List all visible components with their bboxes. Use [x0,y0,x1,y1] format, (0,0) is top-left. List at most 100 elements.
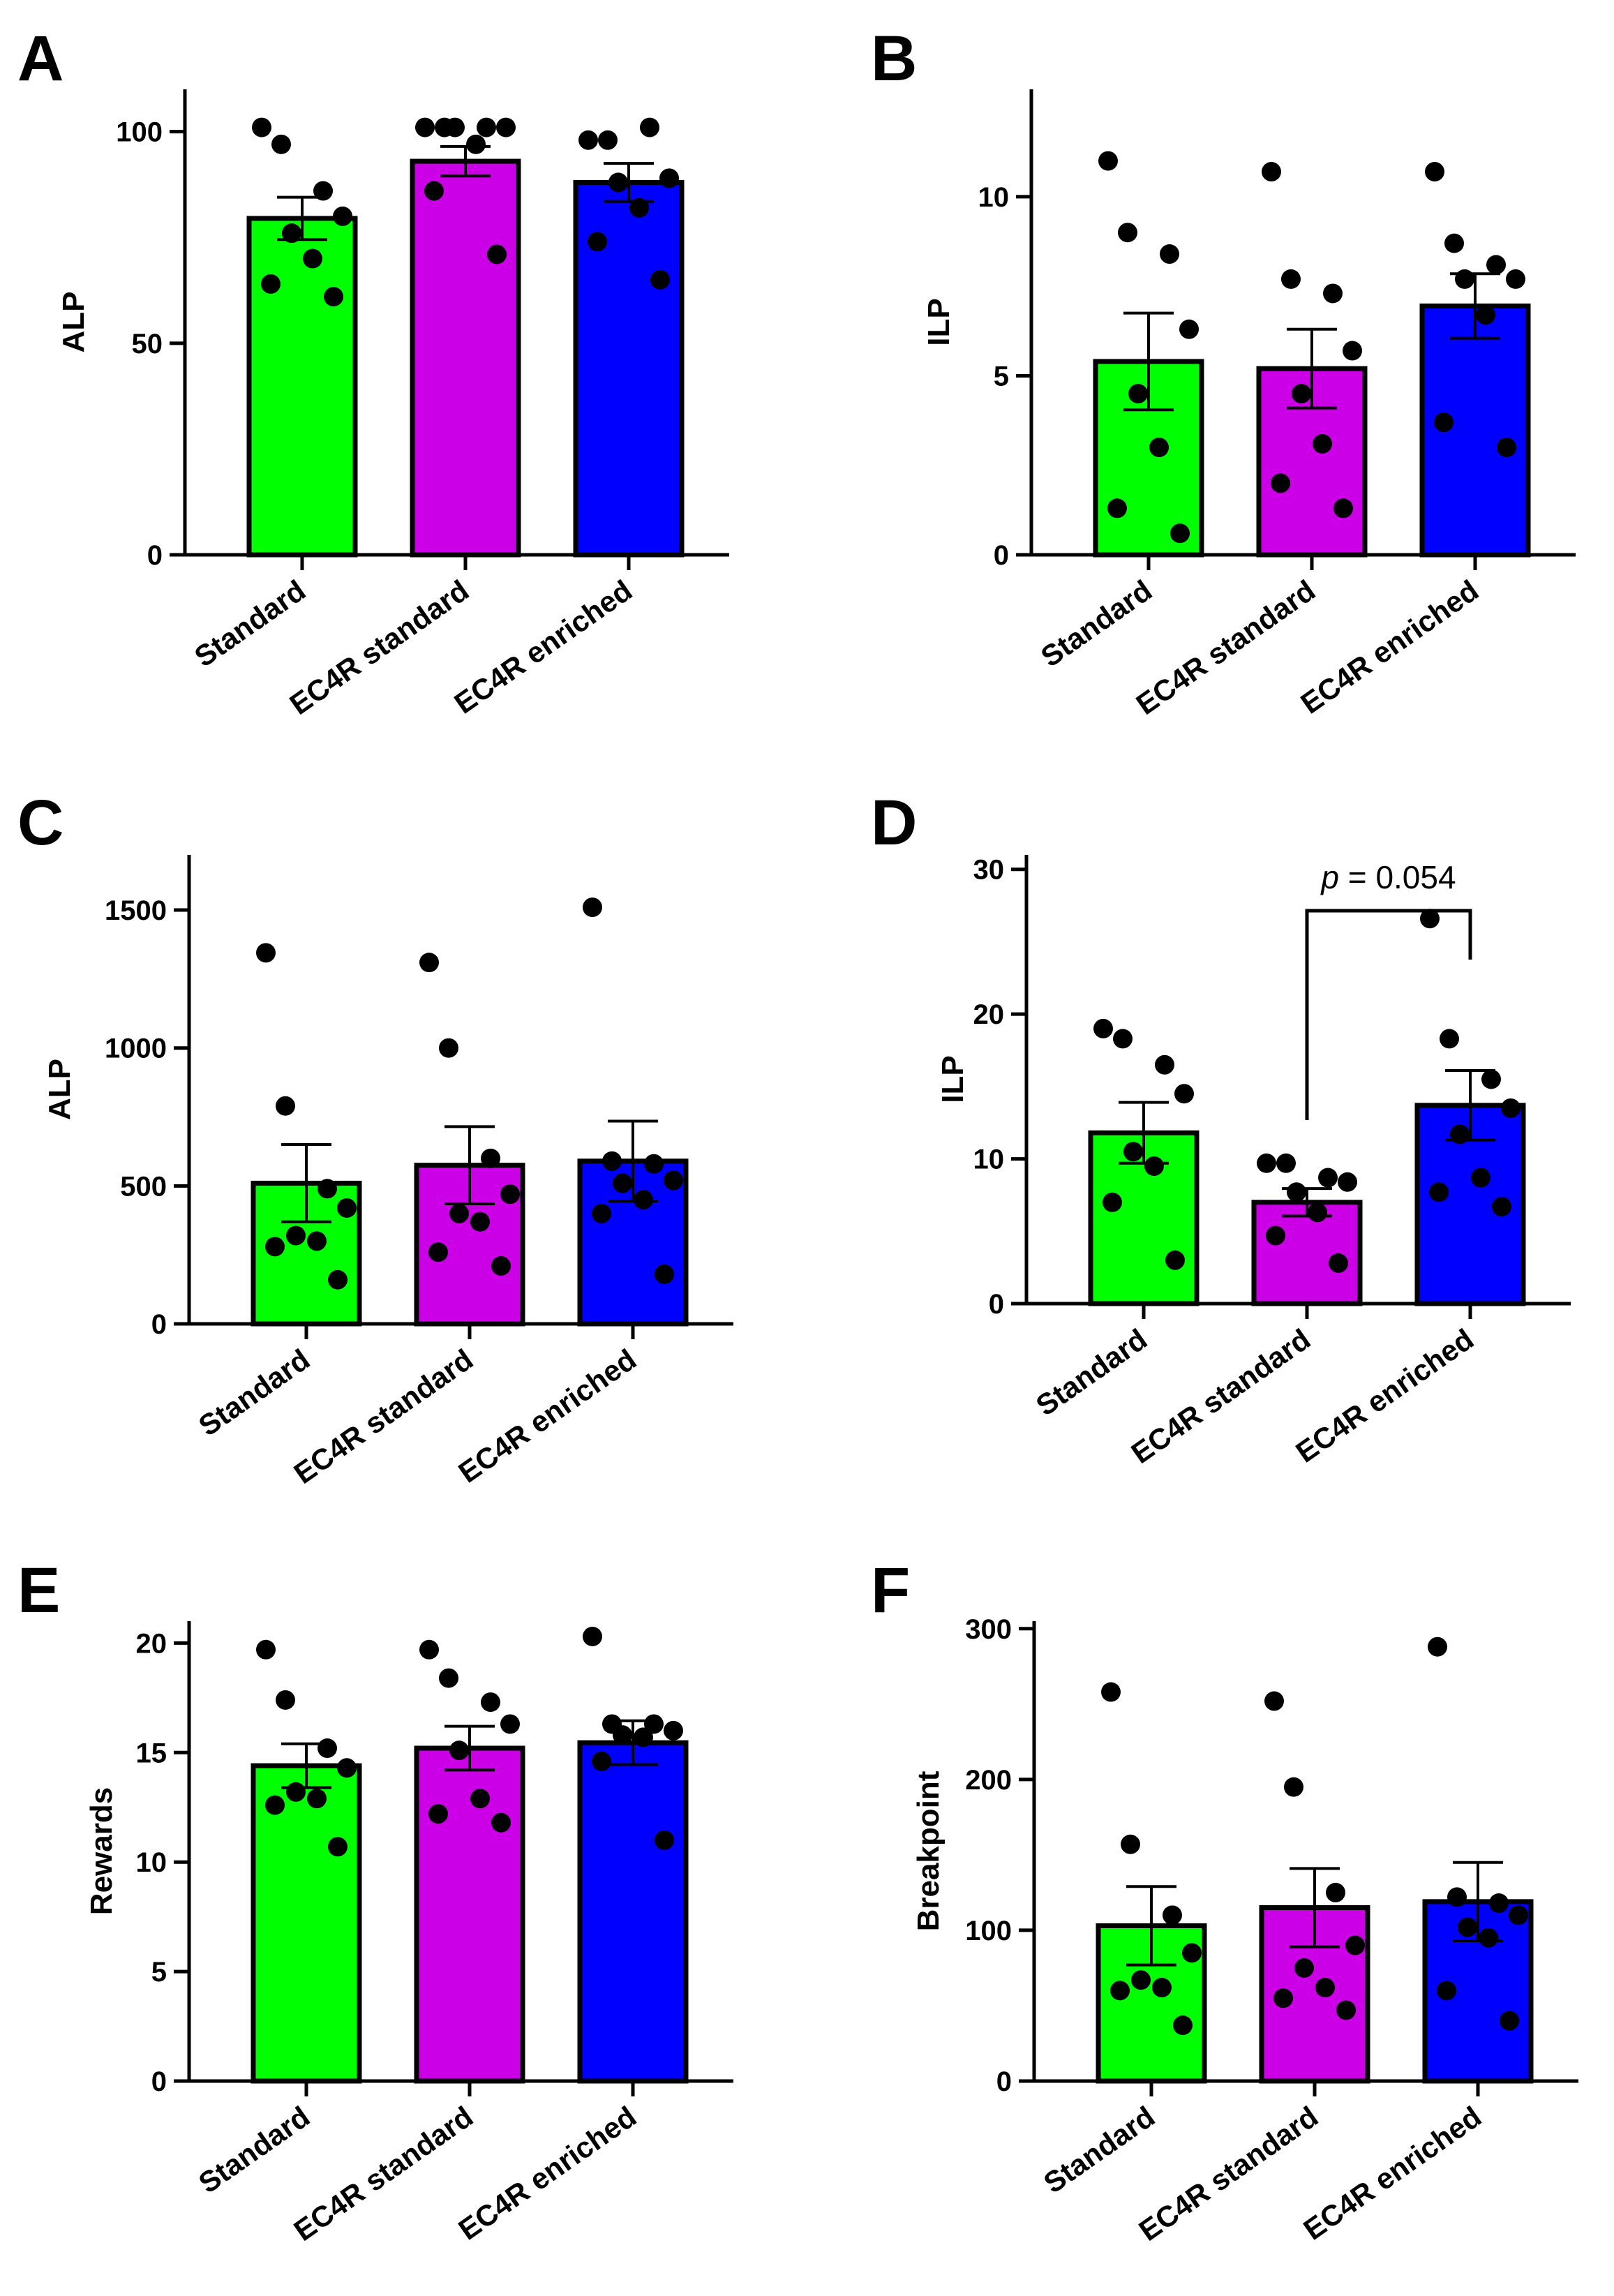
data-point [1471,1168,1490,1188]
significance-label: p = 0.054 [1320,859,1456,895]
category-label: Standard [193,2100,315,2200]
data-point [1292,384,1311,404]
data-point [1170,523,1190,544]
data-point [598,130,618,150]
y-axis-label: Breakpoint [911,1771,946,1931]
data-point [271,134,291,154]
y-tick-label: 300 [965,1614,1012,1645]
y-tick-label: 5 [151,1957,167,1988]
data-point [500,1714,520,1734]
data-point [481,1692,500,1713]
data-point [424,181,444,201]
data-point [428,1242,448,1262]
data-point [1343,341,1362,361]
y-tick-label: 100 [965,1916,1012,1946]
data-point [328,1837,348,1857]
y-tick-label: 10 [136,1847,167,1878]
data-point [1329,1253,1348,1273]
data-point [1345,1935,1365,1955]
data-point [439,1668,458,1688]
data-point [629,197,649,218]
data-point [286,1782,306,1802]
data-point [1262,162,1281,182]
data-point [419,953,439,973]
data-point [1149,438,1169,458]
data-point [449,1740,469,1761]
data-point [1155,1054,1174,1075]
y-tick-label: 0 [151,1309,167,1340]
data-point [592,1203,611,1223]
data-point [1500,2011,1519,2031]
y-tick-label: 15 [136,1738,167,1768]
data-point [500,1184,520,1205]
data-point [664,1170,683,1191]
data-point [1429,1182,1449,1202]
data-point [1506,269,1525,289]
data-point [445,117,465,137]
data-point [1437,1981,1456,2001]
data-point [1338,1172,1357,1192]
data-point [496,117,516,137]
bar-2 [577,1740,689,2084]
data-point [1276,1153,1296,1173]
data-point [1476,305,1495,325]
category-label: Standard [1038,2100,1160,2200]
y-tick-label: 50 [132,329,163,359]
panel-letter: D [871,787,917,858]
data-point [1308,1202,1327,1223]
bar-1 [410,158,521,558]
data-point [1333,498,1353,519]
category-label: Standard [193,1343,315,1443]
data-point [1486,255,1506,275]
data-point [1450,1124,1470,1145]
data-point [261,274,281,294]
data-point [1123,1142,1143,1162]
data-point [1107,498,1127,519]
data-point [644,1154,664,1174]
y-tick-label: 20 [973,999,1005,1030]
data-point [1093,1018,1113,1038]
data-point [1273,1988,1293,2008]
data-point [1318,1168,1338,1188]
data-point [1458,1917,1477,1937]
data-point [1440,1029,1459,1049]
panel-letter: E [17,1555,60,1626]
data-point [655,1264,674,1284]
data-point [415,117,435,137]
data-point [313,181,333,201]
data-point [1144,1156,1164,1176]
y-tick-label: 0 [989,1289,1004,1320]
panel-letter: F [871,1555,910,1626]
data-point [613,1173,632,1193]
category-label: EC4R standard [1130,574,1322,721]
data-point [337,1758,357,1778]
data-point [583,897,602,918]
data-point [256,1639,276,1660]
data-point [466,134,486,154]
category-label: EC4R standard [1126,1322,1317,1470]
data-point [276,1096,295,1116]
data-point [1101,1682,1121,1702]
data-point [439,1038,458,1058]
data-point [333,206,352,226]
category-label: Standard [188,574,311,673]
data-point [608,172,628,193]
data-point [1497,438,1516,458]
data-point [1489,1893,1509,1914]
data-point [1455,269,1474,289]
data-point [303,248,322,269]
data-point [634,1190,653,1210]
data-point [1113,1029,1133,1049]
data-point [1509,1905,1528,1925]
significance-bracket [1305,909,1472,1120]
y-tick-label: 0 [151,2066,167,2097]
category-label: EC4R enriched [452,1343,642,1489]
data-point [1173,2015,1193,2036]
data-point [491,1255,511,1276]
data-point [265,1237,285,1257]
data-point [1444,233,1464,253]
y-tick-label: 500 [120,1171,167,1202]
